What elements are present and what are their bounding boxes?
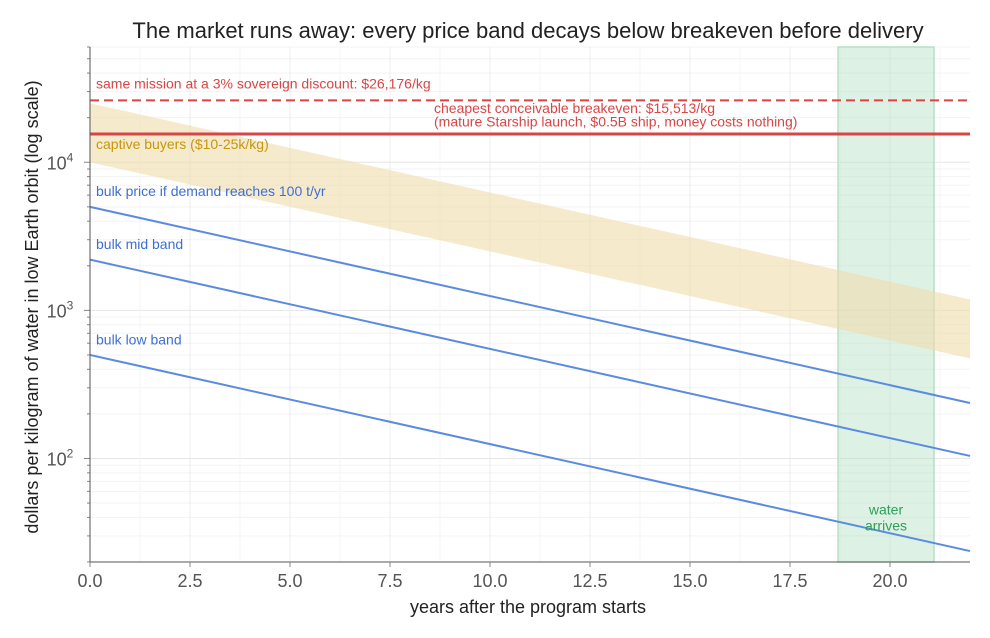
y-tick-exponent: 4 bbox=[67, 150, 74, 164]
x-tick-label: 17.5 bbox=[772, 571, 807, 591]
span-label-line: water bbox=[868, 501, 904, 517]
x-tick-label: 15.0 bbox=[672, 571, 707, 591]
annotations: same mission at a 3% sovereign discount:… bbox=[96, 75, 907, 533]
x-tick-label: 7.5 bbox=[377, 571, 402, 591]
y-axis-label: dollars per kilogram of water in low Ear… bbox=[22, 80, 42, 533]
captive-buyers-band bbox=[90, 103, 970, 359]
bands bbox=[90, 103, 970, 359]
series-label: bulk price if demand reaches 100 t/yr bbox=[96, 183, 326, 199]
x-tick-label: 20.0 bbox=[872, 571, 907, 591]
x-tick-label: 12.5 bbox=[572, 571, 607, 591]
series-line bbox=[89, 258, 971, 457]
chart-title: The market runs away: every price band d… bbox=[132, 18, 923, 43]
x-tick-label: 2.5 bbox=[177, 571, 202, 591]
y-tick-exponent: 2 bbox=[67, 446, 74, 460]
reference-line-label: cheapest conceivable breakeven: $15,513/… bbox=[434, 100, 715, 116]
series-label: bulk mid band bbox=[96, 236, 183, 252]
x-axis-label: years after the program starts bbox=[410, 597, 646, 617]
y-tick-exponent: 3 bbox=[67, 298, 74, 312]
reference-line-label: same mission at a 3% sovereign discount:… bbox=[96, 75, 431, 91]
x-tick-label: 5.0 bbox=[277, 571, 302, 591]
series-line bbox=[89, 353, 971, 553]
grid bbox=[89, 46, 970, 563]
y-tick-label: 102 bbox=[47, 446, 74, 469]
y-tick-base: 10 bbox=[47, 153, 67, 173]
reference-lines bbox=[90, 99, 970, 136]
series-lines bbox=[89, 205, 971, 553]
series-line bbox=[89, 205, 971, 404]
y-tick-label: 103 bbox=[47, 298, 74, 321]
band-label: captive buyers ($10-25k/kg) bbox=[96, 136, 269, 152]
y-tick-label: 104 bbox=[47, 150, 74, 173]
series-label: bulk low band bbox=[96, 331, 182, 347]
x-tick-label: 0.0 bbox=[77, 571, 102, 591]
y-tick-base: 10 bbox=[47, 301, 67, 321]
span-label: water arrives bbox=[865, 501, 907, 533]
x-tick-label: 10.0 bbox=[472, 571, 507, 591]
reference-line-sublabel: (mature Starship launch, $0.5B ship, mon… bbox=[434, 114, 797, 130]
axes: 0.0 2.5 5.0 7.5 10.0 12.5 15.0 17.5 20.010210310… bbox=[47, 46, 970, 591]
span-label-line: arrives bbox=[865, 517, 907, 533]
y-tick-base: 10 bbox=[47, 449, 67, 469]
